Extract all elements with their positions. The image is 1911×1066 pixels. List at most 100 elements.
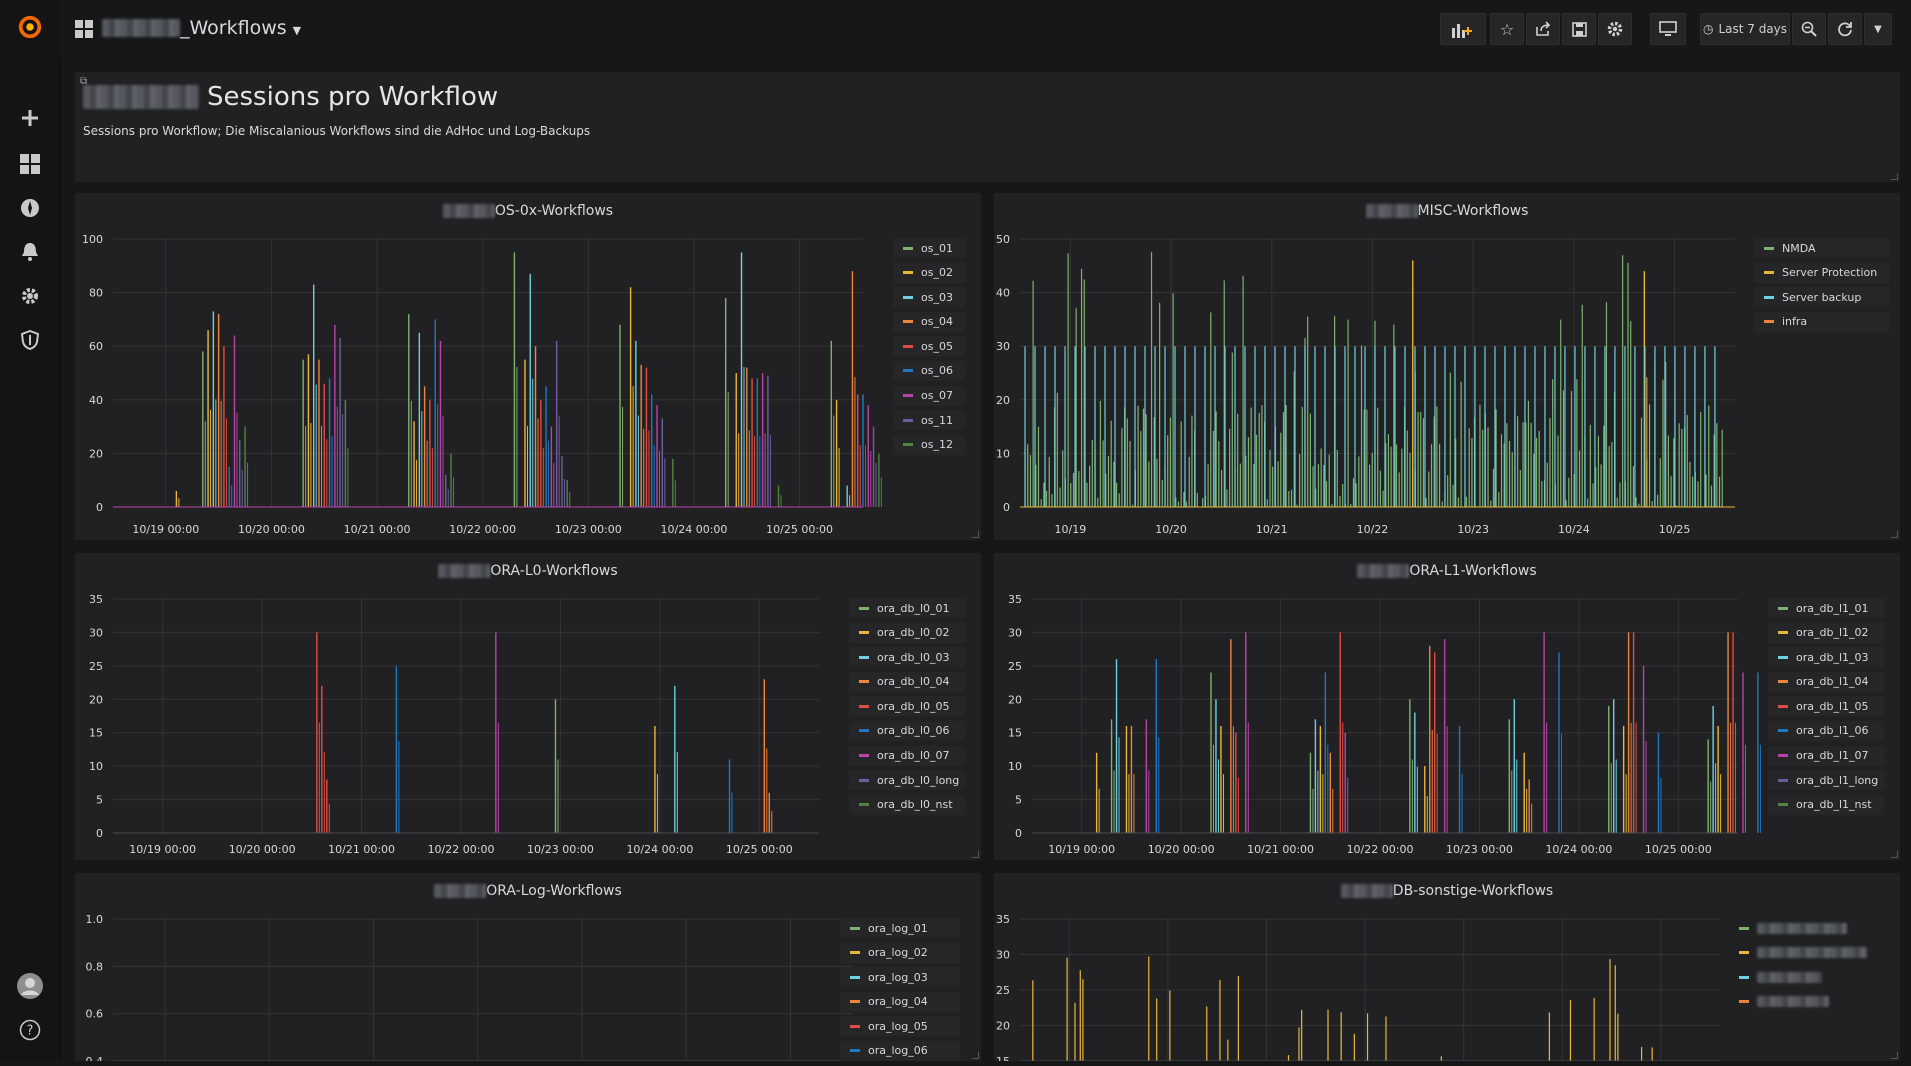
legend-item[interactable]: ora_log_01: [840, 918, 960, 938]
share-dashboard-button[interactable]: [1526, 13, 1560, 45]
dashboard-title-picker[interactable]: _Workflows ▼: [102, 17, 301, 39]
legend-item[interactable]: os_07: [893, 385, 965, 406]
star-dashboard-button[interactable]: ☆: [1490, 13, 1524, 45]
refresh-interval-dropdown[interactable]: ▼: [1864, 13, 1892, 45]
legend-item[interactable]: ora_db_l1_05: [1768, 696, 1884, 717]
help-icon[interactable]: ?: [17, 1017, 43, 1043]
grafana-logo-icon[interactable]: [17, 14, 43, 40]
legend-item[interactable]: ora_db_l1_02: [1768, 622, 1884, 643]
legend-item[interactable]: Server Protection: [1754, 262, 1889, 283]
graph-svg[interactable]: 0.4 0.6 0.8 1.0: [75, 873, 981, 1061]
legend-item[interactable]: ora_db_l0_nst: [849, 794, 965, 815]
legend-label: os_03: [921, 290, 953, 304]
legend-item[interactable]: [1729, 967, 1879, 987]
y-tick-label: 0.4: [86, 1055, 104, 1061]
panel-title-text: ORA-L0-Workflows: [490, 563, 618, 579]
explore-icon[interactable]: [17, 195, 43, 221]
legend-item[interactable]: ora_db_l0_05: [849, 696, 965, 717]
legend-color-swatch: [859, 655, 869, 659]
dashboards-icon[interactable]: [17, 151, 43, 177]
graph-svg[interactable]: 0 20 40 60 80 100 10/19 00:00 10/20 00:00 10/21 …: [75, 193, 981, 540]
legend-item[interactable]: ora_db_l0_04: [849, 671, 965, 692]
legend-item[interactable]: ora_db_l1_01: [1768, 598, 1884, 618]
legend-item[interactable]: ora_db_l0_01: [849, 598, 965, 618]
plus-icon[interactable]: [17, 105, 43, 131]
legend-label: ora_log_06: [868, 1044, 928, 1058]
legend-item[interactable]: os_05: [893, 336, 965, 357]
legend-label: os_07: [921, 389, 953, 403]
panel-resize-handle[interactable]: [972, 1052, 979, 1059]
y-tick-label: 20: [996, 394, 1010, 407]
user-avatar-icon[interactable]: [17, 973, 43, 999]
panel-title[interactable]: ORA-Log-Workflows: [75, 883, 981, 899]
panel-resize-handle[interactable]: [972, 531, 979, 538]
dashboard-settings-button[interactable]: [1598, 13, 1632, 45]
zoom-out-button[interactable]: [1792, 13, 1826, 45]
panel-title-text: ORA-L1-Workflows: [1409, 563, 1537, 579]
y-tick-label: 20: [1008, 693, 1022, 706]
legend-item[interactable]: [1729, 918, 1879, 938]
legend-item[interactable]: ora_db_l0_long: [849, 770, 965, 791]
server-admin-shield-icon[interactable]: [17, 327, 43, 353]
panel-title[interactable]: OS-0x-Workflows: [75, 203, 981, 219]
panel-title[interactable]: MISC-Workflows: [994, 203, 1900, 219]
save-dashboard-button[interactable]: [1562, 13, 1596, 45]
configuration-gear-icon[interactable]: [17, 283, 43, 309]
legend-color-swatch: [1764, 320, 1774, 324]
panel-title[interactable]: ORA-L0-Workflows: [75, 563, 981, 579]
view-mode-tv-button[interactable]: [1650, 13, 1686, 45]
legend-item[interactable]: ora_log_06: [840, 1040, 960, 1061]
panel-resize-handle[interactable]: [1891, 851, 1898, 858]
x-tick-label: 10/21 00:00: [328, 843, 395, 856]
y-tick-label: 0: [96, 827, 103, 840]
y-tick-label: 35: [996, 913, 1010, 926]
panel-ora-log-workflows: ORA-Log-Workflows 0.4 0.6 0.8 1.0 ora_log_01o…: [75, 873, 981, 1061]
legend-item[interactable]: ora_db_l0_02: [849, 622, 965, 643]
legend-item[interactable]: ora_log_03: [840, 967, 960, 988]
legend-item[interactable]: infra: [1754, 311, 1889, 332]
legend-item[interactable]: Server backup: [1754, 287, 1889, 308]
graph-svg[interactable]: 0 5 10 15 20 25 30 35 10/19 00:00 10/20 00:00 10/2…: [994, 553, 1900, 860]
legend-item[interactable]: os_04: [893, 311, 965, 332]
panel-link-icon[interactable]: ⧉: [80, 76, 88, 87]
time-range-picker[interactable]: ◷ Last 7 days: [1700, 13, 1790, 45]
panel-resize-handle[interactable]: [972, 851, 979, 858]
legend-item[interactable]: ora_log_05: [840, 1016, 960, 1037]
panel-title[interactable]: ORA-L1-Workflows: [994, 563, 1900, 579]
graph-svg[interactable]: 0 10 20 30 40 50 10/19 10/20 10/21 10/22 10/23 10/2…: [994, 193, 1900, 540]
panel-resize-handle[interactable]: [1891, 173, 1898, 180]
legend-color-swatch: [1778, 729, 1788, 733]
legend-item[interactable]: ora_db_l1_04: [1768, 671, 1884, 692]
legend-item[interactable]: ora_db_l0_03: [849, 647, 965, 668]
panel-resize-handle[interactable]: [1891, 1052, 1898, 1059]
legend-item[interactable]: ora_db_l0_07: [849, 745, 965, 766]
legend-item[interactable]: os_02: [893, 262, 965, 283]
legend-item[interactable]: os_12: [893, 434, 965, 455]
legend-item[interactable]: os_06: [893, 360, 965, 381]
graph-svg[interactable]: 15 20 25 30 35: [994, 873, 1900, 1061]
legend-item[interactable]: ora_log_04: [840, 991, 960, 1012]
panel-db-sonstige-workflows: DB-sonstige-Workflows 15 20 25 30 35: [994, 873, 1900, 1061]
alerting-bell-icon[interactable]: [17, 239, 43, 265]
panel-resize-handle[interactable]: [1891, 531, 1898, 538]
legend-item[interactable]: ora_db_l1_07: [1768, 745, 1884, 766]
legend-item[interactable]: os_11: [893, 410, 965, 431]
refresh-button[interactable]: [1828, 13, 1862, 45]
legend-item[interactable]: ora_log_02: [840, 942, 960, 963]
legend-item[interactable]: os_01: [893, 238, 965, 258]
legend-item[interactable]: ora_db_l1_06: [1768, 720, 1884, 741]
graph-svg[interactable]: 0 5 10 15 20 25 30 35 10/19 00:00 10/20 00:00 10/2…: [75, 553, 981, 860]
legend-item[interactable]: ora_db_l0_06: [849, 720, 965, 741]
legend-item[interactable]: ora_db_l1_03: [1768, 647, 1884, 668]
add-panel-button[interactable]: [1440, 13, 1486, 45]
legend-item[interactable]: NMDA: [1754, 238, 1889, 258]
legend-item[interactable]: ora_db_l1_long: [1768, 770, 1884, 791]
x-tick-label: 10/19 00:00: [132, 523, 199, 536]
legend-item[interactable]: [1729, 992, 1879, 1012]
panel-title[interactable]: DB-sonstige-Workflows: [994, 883, 1900, 899]
legend-item[interactable]: os_03: [893, 287, 965, 308]
legend-item[interactable]: ora_db_l1_nst: [1768, 794, 1884, 815]
legend-label: ora_db_l1_02: [1796, 626, 1869, 640]
legend-item[interactable]: [1729, 943, 1879, 963]
legend-color-swatch: [859, 729, 869, 733]
